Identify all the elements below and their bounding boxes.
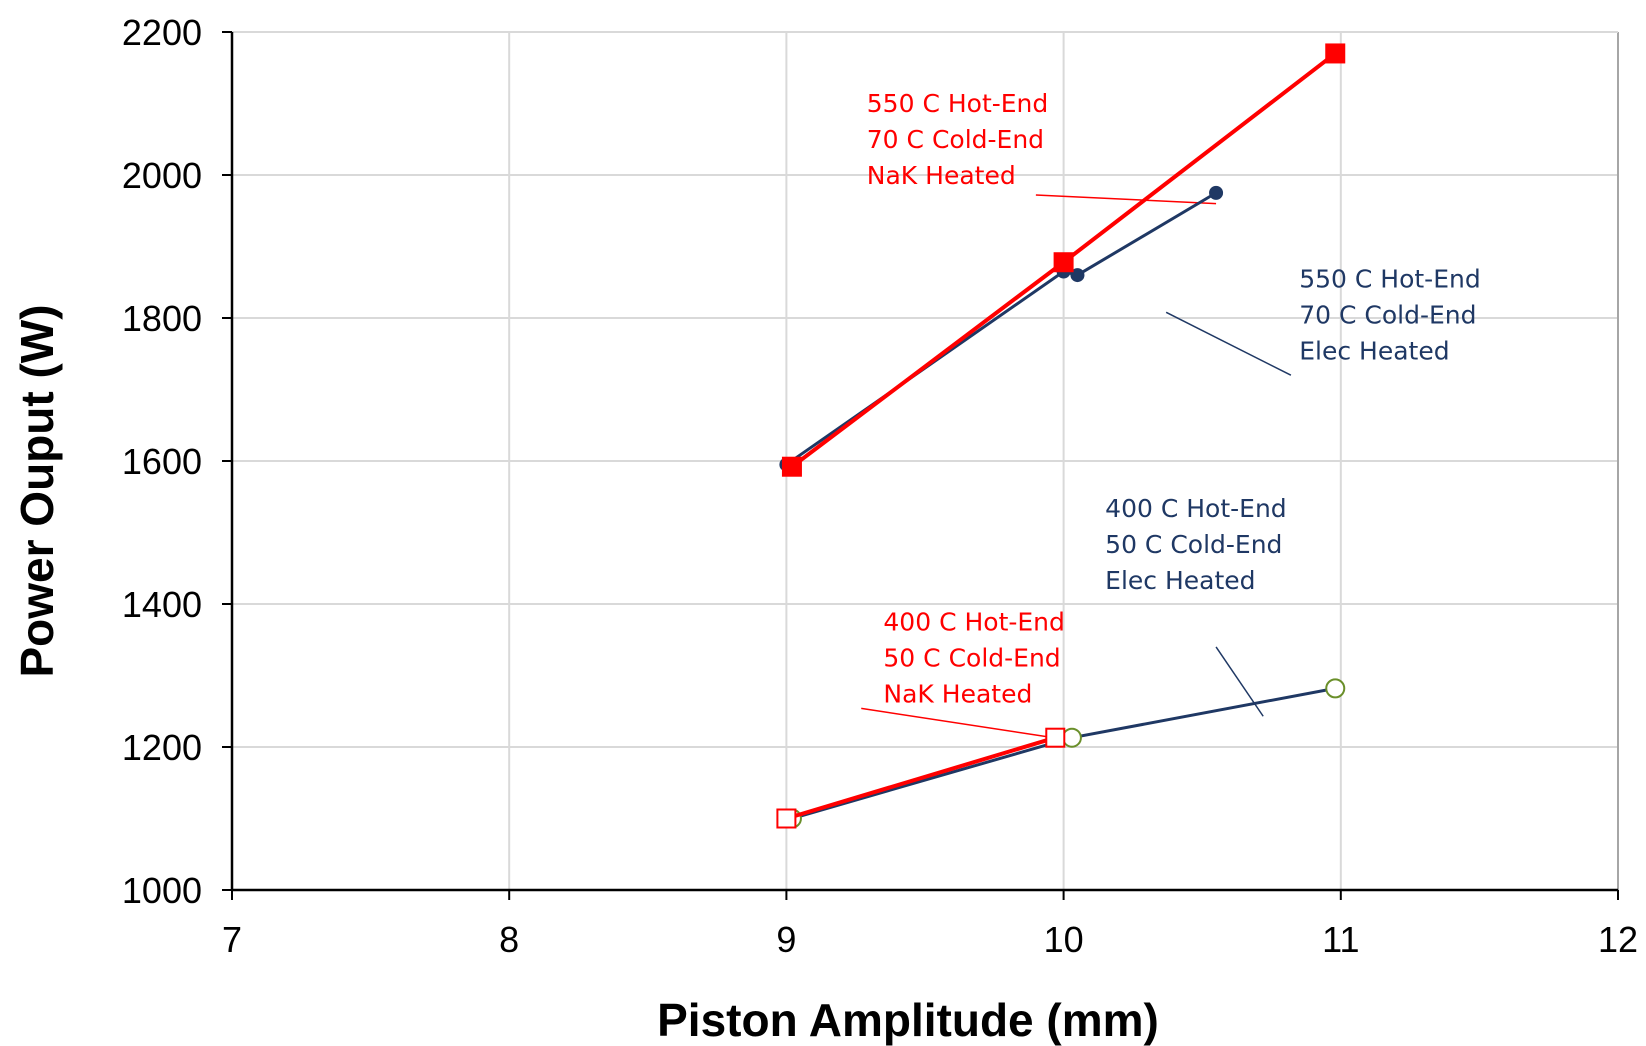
annotation-line: 400 C Hot-End (883, 607, 1064, 636)
y-tick-labels: 1000 1200 1400 1600 1800 2000 2200 (122, 12, 202, 911)
annotation-label: 550 C Hot-End 70 C Cold-End NaK Heated (867, 89, 1049, 190)
annotation-line: 70 C Cold-End (867, 125, 1044, 154)
annotation-line: Elec Heated (1105, 566, 1255, 595)
y-tick-label: 1200 (122, 727, 202, 768)
annotation-leader-lines (861, 194, 1292, 740)
x-tick-label: 8 (499, 919, 519, 960)
y-tick-label: 1800 (122, 298, 202, 339)
data-point (1070, 268, 1085, 283)
annotation-line: 50 C Cold-End (1105, 530, 1282, 559)
annotation-label: 400 C Hot-End 50 C Cold-End NaK Heated (883, 607, 1064, 708)
axes (222, 31, 1619, 900)
x-tick-label: 9 (776, 919, 796, 960)
y-tick-label: 2200 (122, 12, 202, 53)
series (781, 43, 1346, 477)
annotation-label: 400 C Hot-End 50 C Cold-End Elec Heated (1105, 494, 1287, 595)
x-tick-label: 10 (1044, 919, 1084, 960)
data-point (1053, 252, 1074, 273)
x-tick-labels: 7 8 9 10 11 12 (222, 919, 1638, 960)
data-point (1045, 727, 1066, 748)
data-point (1325, 678, 1346, 699)
x-axis-title: Piston Amplitude (mm) (657, 994, 1159, 1046)
series-line (785, 735, 1056, 821)
y-tick-label: 1400 (122, 584, 202, 625)
annotation-line: NaK Heated (867, 161, 1016, 190)
series (776, 727, 1066, 829)
leader-line (861, 707, 1059, 740)
annotation-label: 550 C Hot-End 70 C Cold-End Elec Heated (1299, 264, 1481, 365)
x-tick-label: 12 (1598, 919, 1638, 960)
data-point (1061, 727, 1082, 748)
annotation-line: NaK Heated (883, 679, 1032, 708)
annotation-line: 550 C Hot-End (867, 89, 1049, 118)
annotation-line: 550 C Hot-End (1299, 264, 1481, 293)
y-tick-label: 1600 (122, 441, 202, 482)
data-series (776, 43, 1346, 829)
annotation-line: Elec Heated (1299, 336, 1449, 365)
data-point (776, 808, 797, 829)
leader-line (1035, 194, 1217, 205)
leader-line (1165, 311, 1292, 376)
data-point (1209, 185, 1224, 200)
x-tick-label: 11 (1322, 919, 1359, 960)
y-axis-title: Power Ouput (W) (11, 304, 63, 677)
annotation-line: 70 C Cold-End (1299, 300, 1476, 329)
y-tick-label: 1000 (122, 870, 202, 911)
x-tick-label: 7 (222, 919, 242, 960)
data-point (781, 456, 802, 477)
annotation-line: 400 C Hot-End (1105, 494, 1287, 523)
annotation-line: 50 C Cold-End (883, 643, 1060, 672)
data-point (1325, 43, 1346, 64)
y-tick-label: 2000 (122, 155, 202, 196)
annotations: 550 C Hot-End 70 C Cold-End NaK Heated550 … (867, 89, 1481, 708)
